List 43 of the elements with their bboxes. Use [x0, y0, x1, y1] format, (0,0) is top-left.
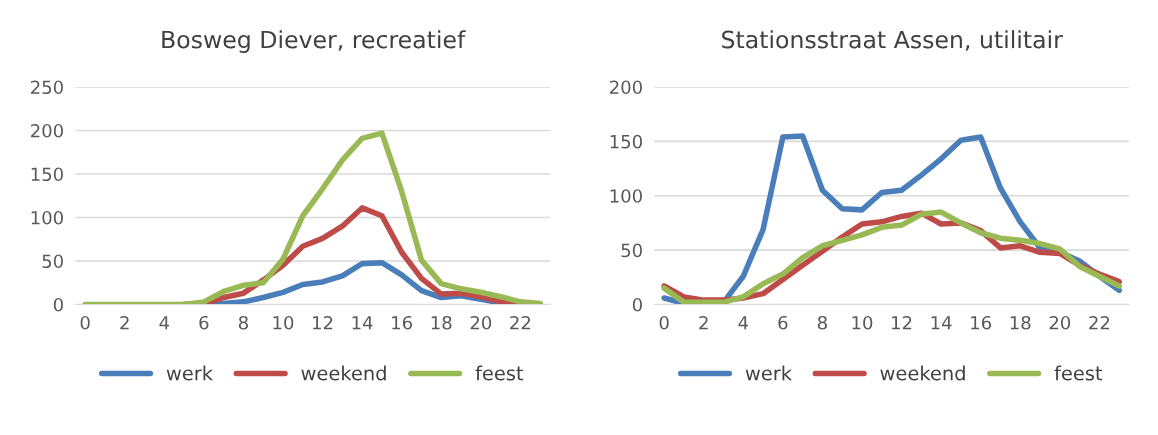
legend-label: feest [475, 365, 524, 381]
legend-label: werk [166, 365, 213, 381]
x-tick-label: 6 [778, 315, 788, 330]
legend-label: feest [1054, 365, 1103, 381]
x-tick-label: 14 [931, 316, 952, 330]
y-tick-label: 100 [610, 189, 642, 203]
x-tick-label: 4 [159, 316, 170, 330]
x-tick-label: 0 [659, 315, 669, 330]
x-tick-label: 10 [273, 315, 294, 330]
x-tick-label: 12 [313, 315, 333, 330]
x-tick-label: 22 [510, 315, 531, 330]
x-tick-label: 8 [238, 315, 248, 330]
x-tick-label: 8 [817, 315, 827, 330]
y-tick-label: 50 [621, 243, 642, 258]
legend-label: weekend [880, 365, 965, 381]
legend-label: weekend [301, 365, 386, 381]
x-tick-label: 18 [1010, 315, 1031, 330]
y-tick-label: 100 [31, 210, 63, 225]
y-tick-label: 200 [610, 80, 642, 95]
x-tick-label: 20 [470, 315, 492, 330]
x-tick-label: 16 [971, 315, 992, 330]
y-tick-label: 250 [31, 80, 63, 95]
y-tick-label: 0 [53, 297, 63, 312]
x-tick-label: 16 [392, 315, 413, 330]
x-tick-label: 6 [199, 315, 209, 330]
y-tick-label: 150 [31, 167, 63, 182]
x-tick-label: 14 [352, 316, 373, 330]
x-tick-label: 10 [852, 315, 873, 330]
chart-title: Stationsstraat Assen, utilitair [722, 30, 1063, 51]
y-tick-label: 150 [610, 134, 642, 149]
x-tick-label: 4 [738, 316, 749, 330]
x-tick-label: 20 [1049, 315, 1071, 330]
x-tick-label: 18 [431, 315, 452, 330]
x-tick-label: 0 [80, 315, 90, 330]
chart-title: Bosweg Diever, recreatief [162, 30, 466, 54]
x-tick-label: 22 [1089, 315, 1110, 330]
y-tick-label: 200 [31, 123, 63, 138]
x-tick-label: 2 [120, 315, 129, 330]
y-tick-label: 0 [632, 297, 642, 312]
x-tick-label: 12 [892, 315, 912, 330]
y-tick-label: 50 [42, 254, 63, 269]
x-tick-label: 2 [699, 315, 708, 330]
legend-label: werk [745, 365, 792, 381]
